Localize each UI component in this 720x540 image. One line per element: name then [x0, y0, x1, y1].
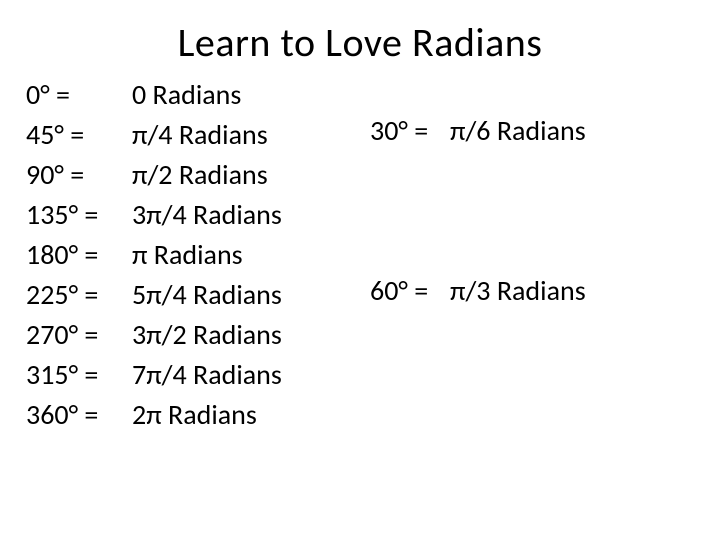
degree-row: 225° =: [26, 275, 98, 315]
radian-row: 0 Radians: [132, 75, 282, 115]
radian-row: 2π Radians: [132, 395, 282, 435]
right-radian-30: π/6 Radians: [450, 113, 586, 148]
page-title: Learn to Love Radians: [0, 18, 720, 67]
degree-row: 180° =: [26, 235, 98, 275]
degree-row: 0° =: [26, 75, 98, 115]
radian-row: π Radians: [132, 235, 282, 275]
degree-row: 90° =: [26, 155, 98, 195]
degree-row: 45° =: [26, 115, 98, 155]
right-degree-30: 30° =: [370, 113, 428, 148]
right-degree-60: 60° =: [370, 273, 428, 308]
radian-row: π/4 Radians: [132, 115, 282, 155]
radian-row: 3π/2 Radians: [132, 315, 282, 355]
radian-row: π/2 Radians: [132, 155, 282, 195]
degrees-column: 0° = 45° = 90° = 135° = 180° = 225° = 27…: [26, 75, 98, 435]
degree-row: 360° =: [26, 395, 98, 435]
degree-row: 270° =: [26, 315, 98, 355]
radians-column: 0 Radians π/4 Radians π/2 Radians 3π/4 R…: [132, 75, 282, 435]
radian-row: 3π/4 Radians: [132, 195, 282, 235]
degree-row: 315° =: [26, 355, 98, 395]
radian-row: 5π/4 Radians: [132, 275, 282, 315]
radian-row: 7π/4 Radians: [132, 355, 282, 395]
right-radian-60: π/3 Radians: [450, 273, 586, 308]
degree-row: 135° =: [26, 195, 98, 235]
